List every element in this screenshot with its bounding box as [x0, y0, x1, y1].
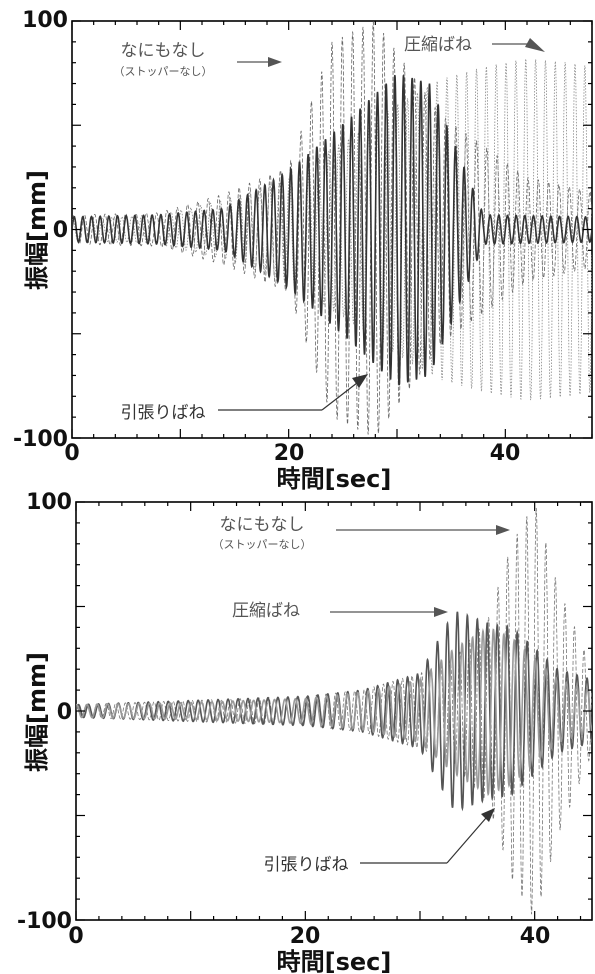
series-layer-top	[72, 21, 592, 435]
xtick-label: 40	[490, 441, 521, 466]
y-axis-title: 振幅[mm]	[23, 652, 51, 772]
annotation-arrow	[446, 817, 487, 864]
ytick-label: -100	[17, 909, 72, 934]
xtick-label: 0	[64, 441, 79, 466]
ytick-label: -100	[13, 427, 68, 452]
annotation-sublabel: （ストッパーなし）	[213, 538, 312, 551]
annotation-arrowhead	[481, 808, 495, 822]
annotation-arrowhead	[434, 607, 448, 617]
ticks-bottom	[75, 501, 592, 921]
series-line-solid	[76, 611, 592, 812]
annotation-label: 圧縮ばね	[404, 35, 472, 55]
chart-bottom: 100 0 -100 0 20 40 時間[sec] 振幅[mm] なにもなし …	[17, 490, 593, 974]
ticks-top	[71, 20, 593, 439]
annotation-label: 圧縮ばね	[232, 601, 300, 621]
annotation-label: なにもなし	[121, 41, 206, 61]
xtick-label: 20	[290, 924, 321, 949]
xtick-label: 40	[520, 924, 551, 949]
series-layer-bottom	[76, 507, 592, 915]
annotation-arrowhead	[268, 57, 282, 67]
series-line-solid	[76, 628, 592, 797]
xtick-label: 20	[274, 441, 305, 466]
series-line-solid	[72, 75, 592, 386]
annotation-label: 引張りばね	[264, 855, 349, 875]
ytick-label: 0	[53, 218, 68, 243]
annotation-arrowhead	[352, 374, 368, 388]
x-axis-title: 時間[sec]	[277, 465, 392, 493]
annotation-arrowhead	[496, 525, 510, 535]
annotation-label: なにもなし	[220, 515, 305, 535]
ytick-label: 0	[57, 700, 72, 725]
annotation-arrow	[321, 382, 358, 411]
ytick-label: 100	[26, 490, 72, 515]
y-axis-title: 振幅[mm]	[23, 170, 51, 290]
annotation-label: 引張りばね	[121, 403, 206, 423]
x-axis-title: 時間[sec]	[277, 948, 392, 974]
annotation-arrowhead	[525, 38, 545, 52]
xtick-label: 0	[68, 924, 83, 949]
ytick-label: 100	[22, 8, 68, 33]
chart-top: 100 0 -100 0 20 40 時間[sec] 振幅[mm] なにもなし …	[13, 8, 593, 493]
annotation-sublabel: （ストッパーなし）	[114, 65, 213, 78]
